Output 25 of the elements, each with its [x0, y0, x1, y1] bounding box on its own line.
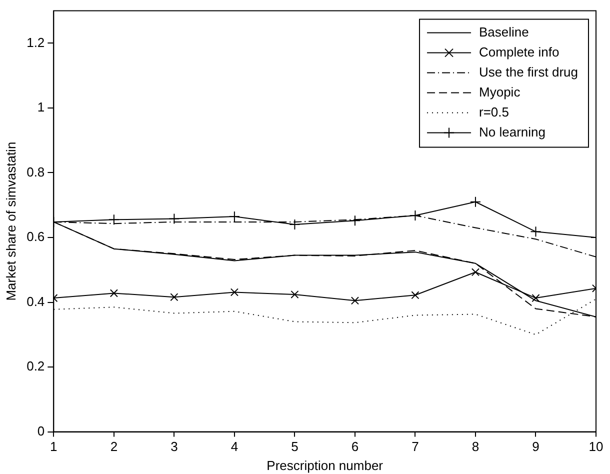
legend-label: Complete info	[479, 44, 560, 60]
x-tick-label: 8	[472, 439, 480, 454]
y-tick-label: 0.2	[26, 358, 45, 374]
y-tick-label: 0.4	[26, 294, 45, 309]
x-tick-label: 7	[412, 439, 419, 454]
y-tick-label: 0.8	[26, 164, 45, 180]
y-tick-label: 0	[37, 423, 45, 438]
x-tick-label: 3	[170, 439, 178, 454]
y-tick-label: 0.6	[26, 229, 45, 244]
legend-label: Myopic	[479, 84, 521, 100]
x-tick-label: 10	[588, 439, 604, 454]
y-tick-label: 1	[37, 100, 45, 115]
y-tick-label: 1.2	[26, 34, 45, 50]
y-axis-title: Market share of simvastatin	[3, 142, 18, 301]
legend-label: r=0.5	[479, 104, 510, 120]
legend-label: Baseline	[479, 24, 529, 40]
x-axis-title: Prescription number	[266, 458, 384, 473]
legend-label: No learning	[479, 124, 546, 140]
x-tick-label: 1	[50, 439, 58, 454]
x-tick-label: 4	[230, 439, 238, 454]
x-tick-label: 9	[532, 439, 540, 454]
legend-label: Use the first drug	[479, 64, 578, 80]
x-tick-label: 5	[291, 439, 298, 454]
x-tick-label: 6	[351, 439, 359, 454]
x-tick-label: 2	[110, 439, 118, 454]
